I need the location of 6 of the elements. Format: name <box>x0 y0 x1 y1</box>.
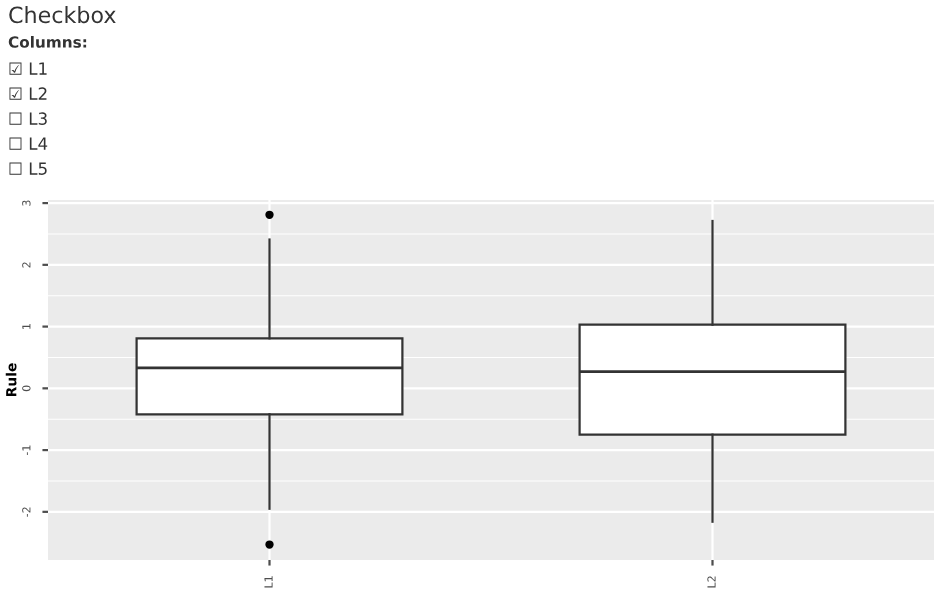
text: ☐ L5 <box>9 162 47 175</box>
text: ☑ L2 <box>9 87 47 100</box>
text: ☑ L1 <box>9 62 47 75</box>
chart-title: Checkbox <box>9 6 116 24</box>
text: ☐ L4 <box>9 137 48 150</box>
text: ☐ L3 <box>9 112 47 125</box>
